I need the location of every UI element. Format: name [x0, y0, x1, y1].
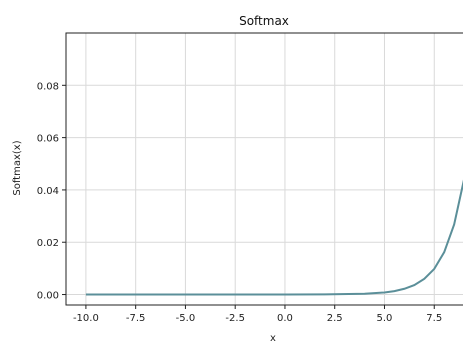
- x-tick-label: -2.5: [225, 313, 245, 324]
- x-tick-label: 5.0: [377, 313, 393, 324]
- y-tick-label: 0.08: [37, 81, 59, 92]
- y-tick-label: 0.00: [37, 291, 59, 302]
- chart-title: Softmax: [239, 14, 289, 28]
- y-tick-label: 0.06: [37, 134, 59, 145]
- x-tick-label: 7.5: [426, 313, 442, 324]
- x-tick-label: -10.0: [73, 313, 99, 324]
- ticks: -10.0-7.5-5.0-2.50.02.55.07.510.000.020.…: [37, 81, 442, 324]
- x-tick-label: -7.5: [126, 313, 146, 324]
- x-tick-label: -5.0: [176, 313, 196, 324]
- x-axis-label: x: [270, 333, 276, 343]
- x-tick-label: 0.0: [277, 313, 293, 324]
- softmax-series-line: [85, 179, 463, 296]
- y-axis-label: Softmax(x): [12, 140, 23, 195]
- y-tick-label: 0.02: [37, 238, 59, 249]
- series-layer: [85, 179, 463, 296]
- x-tick-label: 2.5: [327, 313, 343, 324]
- y-tick-label: 0.04: [37, 186, 59, 197]
- grid: [66, 33, 463, 305]
- plot-frame: [65, 32, 463, 306]
